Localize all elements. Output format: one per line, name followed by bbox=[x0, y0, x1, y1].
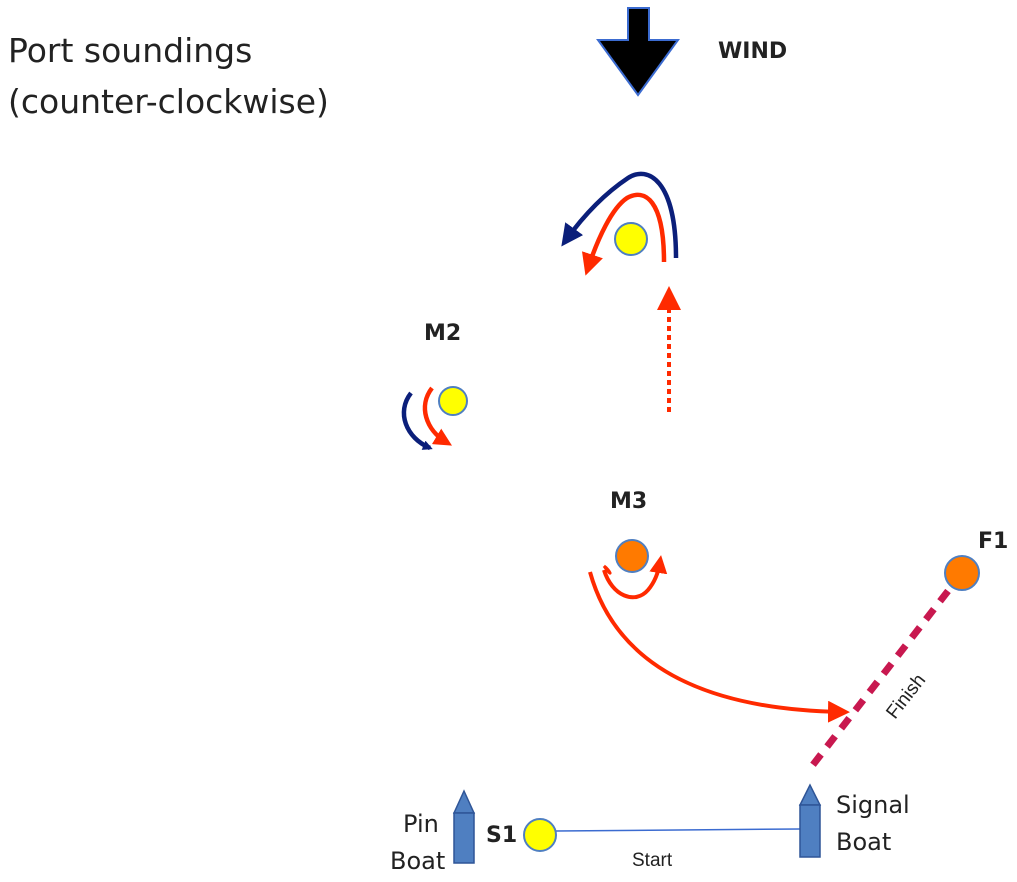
m3-rounding bbox=[588, 539, 850, 723]
red-rounding-arrow bbox=[422, 386, 452, 446]
red-rounding-arrow bbox=[602, 555, 668, 600]
title-line-2: (counter-clockwise) bbox=[8, 82, 329, 121]
title-line-1: Port soundings bbox=[8, 31, 252, 70]
m2-label: M2 bbox=[424, 321, 461, 346]
mark-f1 bbox=[944, 555, 980, 591]
s1-label: S1 bbox=[486, 823, 517, 848]
pin-boat-label-1: Pin bbox=[403, 810, 439, 838]
finish-line bbox=[809, 588, 951, 769]
wind-label: WIND bbox=[718, 39, 787, 64]
m2-rounding bbox=[401, 386, 468, 451]
start-line bbox=[555, 828, 801, 832]
mark-m2 bbox=[438, 386, 468, 416]
down-arrow-icon bbox=[596, 7, 680, 97]
red-rounding-arrow bbox=[581, 192, 667, 276]
signal-boat-label-2: Boat bbox=[836, 828, 891, 856]
pin-boat-icon bbox=[452, 789, 476, 864]
m3-label: M3 bbox=[610, 489, 647, 514]
navy-rounding-arrow bbox=[401, 391, 433, 451]
red-double-track bbox=[588, 571, 850, 723]
top-mark bbox=[614, 222, 648, 256]
upwind-dotted-arrow bbox=[657, 286, 681, 412]
finish-label: Finish bbox=[882, 670, 930, 723]
top-mark-rounding bbox=[561, 171, 679, 276]
mark-m3 bbox=[615, 539, 649, 573]
navy-rounding-arrow bbox=[561, 171, 679, 259]
mark-s1 bbox=[523, 818, 557, 852]
pin-boat-label-2: Boat bbox=[390, 847, 445, 875]
start-label: Start bbox=[632, 850, 673, 871]
f1-label: F1 bbox=[978, 529, 1008, 554]
signal-boat-icon bbox=[798, 783, 822, 858]
signal-boat-label-1: Signal bbox=[836, 791, 910, 819]
